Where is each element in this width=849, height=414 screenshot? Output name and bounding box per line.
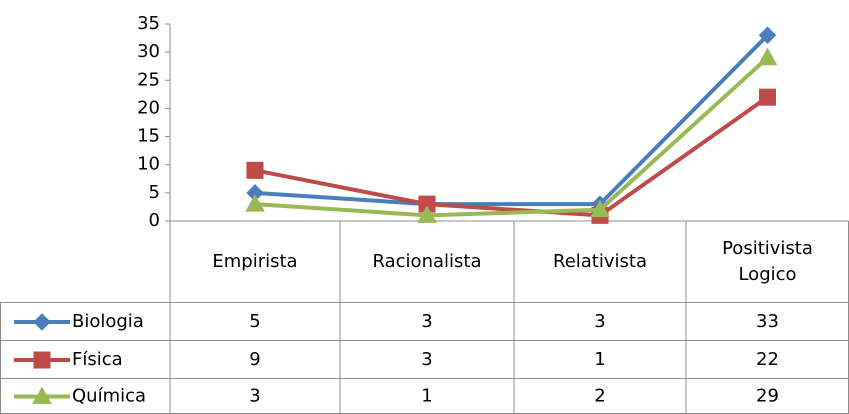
- category-label: Positivista Logico: [686, 221, 849, 302]
- marker: [759, 88, 776, 106]
- marker: [757, 47, 778, 66]
- y-tick-label: 25: [137, 69, 160, 90]
- marker: [417, 205, 437, 223]
- series-line: [254, 33, 769, 207]
- table-value: 3: [421, 311, 432, 332]
- category-label: Relativista: [514, 221, 686, 302]
- legend-label: Biologia: [72, 311, 144, 332]
- legend-label: Física: [72, 349, 123, 370]
- category-text: Racionalista: [372, 250, 482, 272]
- series-line: [254, 95, 769, 218]
- table-value: 3: [421, 349, 432, 370]
- legend-marker: [33, 313, 51, 331]
- category-text: Positivista Logico: [722, 237, 813, 285]
- table-value: 5: [249, 311, 260, 332]
- table-value: 2: [594, 386, 605, 407]
- table-value: 33: [756, 311, 779, 332]
- y-tick-label: 20: [137, 97, 160, 118]
- marker: [758, 26, 777, 44]
- category-label: Empirista: [170, 221, 340, 302]
- y-tick-label: 10: [137, 154, 160, 175]
- legend-marker: [33, 351, 51, 369]
- y-tick-label: 0: [149, 210, 160, 231]
- table-value: 1: [594, 349, 605, 370]
- table-value: 29: [756, 386, 779, 407]
- legend-label: Química: [72, 386, 146, 407]
- y-tick-label: 35: [137, 13, 160, 34]
- marker: [246, 161, 264, 179]
- category-text: Relativista: [553, 250, 647, 272]
- table-value: 3: [249, 386, 260, 407]
- table-value: 3: [594, 311, 605, 332]
- category-text: Empirista: [212, 250, 298, 272]
- y-tick-label: 30: [137, 41, 160, 62]
- marker: [245, 194, 265, 212]
- legend-marker: [32, 386, 52, 404]
- y-tick-label: 15: [137, 126, 160, 147]
- series-line: [254, 56, 769, 218]
- marker: [590, 199, 610, 218]
- table-value: 1: [421, 386, 432, 407]
- table-value: 22: [756, 349, 779, 370]
- y-tick-label: 5: [149, 182, 160, 203]
- table-value: 9: [249, 349, 260, 370]
- category-label: Racionalista: [340, 221, 514, 302]
